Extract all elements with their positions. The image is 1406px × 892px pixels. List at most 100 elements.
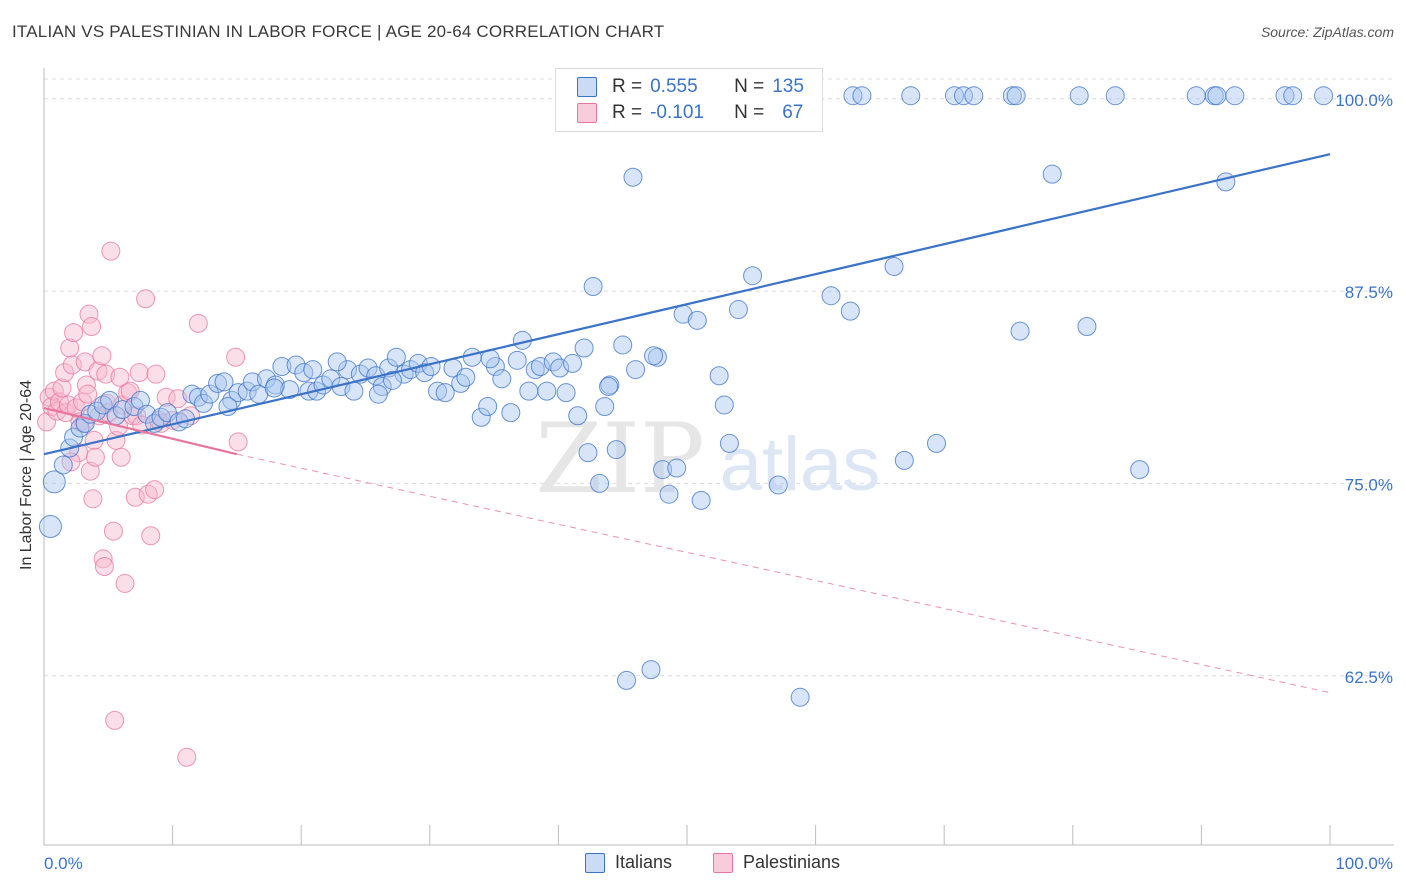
tick-labels: 62.5% 75.0% 87.5% 100.0% 0.0% 100.0% bbox=[44, 91, 1393, 873]
italians-swatch bbox=[585, 852, 605, 873]
watermark-atlas: atlas bbox=[720, 422, 881, 507]
data-point bbox=[1283, 86, 1303, 106]
y-tick-label: 62.5% bbox=[1345, 668, 1393, 687]
data-point bbox=[168, 389, 188, 409]
data-point bbox=[590, 473, 610, 493]
data-point bbox=[62, 355, 82, 375]
data-point bbox=[38, 515, 62, 539]
axes bbox=[43, 68, 1394, 846]
stats-row-palestinians: R = -0.101 N = 67 bbox=[577, 101, 803, 125]
data-point bbox=[595, 396, 615, 416]
data-point bbox=[214, 372, 234, 392]
chart-title: ITALIAN VS PALESTINIAN IN LABOR FORCE | … bbox=[12, 22, 665, 41]
data-point bbox=[383, 370, 403, 390]
data-point bbox=[44, 381, 64, 401]
data-point bbox=[519, 381, 539, 401]
data-point bbox=[88, 361, 108, 381]
data-point bbox=[228, 432, 248, 452]
data-point bbox=[421, 356, 441, 376]
data-point bbox=[64, 323, 84, 343]
data-point bbox=[501, 403, 521, 423]
data-point bbox=[208, 373, 228, 393]
data-point bbox=[1314, 86, 1334, 106]
data-point bbox=[728, 300, 748, 320]
data-point bbox=[884, 256, 904, 276]
n-value: 135 bbox=[772, 76, 804, 97]
data-point bbox=[478, 396, 498, 416]
data-point bbox=[599, 376, 619, 396]
data-point bbox=[242, 372, 262, 392]
series-legend: Italians Palestinians bbox=[0, 852, 1406, 876]
palestinians-swatch bbox=[577, 103, 597, 123]
data-point bbox=[626, 360, 646, 380]
data-point bbox=[1042, 164, 1062, 184]
data-point bbox=[1077, 316, 1097, 336]
data-point bbox=[136, 289, 156, 309]
data-point bbox=[525, 360, 545, 380]
data-point bbox=[112, 400, 132, 420]
data-point bbox=[687, 310, 707, 330]
data-point bbox=[93, 549, 113, 569]
data-point bbox=[583, 276, 603, 296]
data-point bbox=[537, 381, 557, 401]
data-point bbox=[471, 407, 491, 427]
data-point bbox=[964, 86, 984, 106]
data-point bbox=[507, 350, 527, 370]
data-point bbox=[94, 557, 114, 577]
data-point bbox=[82, 316, 102, 336]
trend-line-italians bbox=[43, 153, 1331, 456]
data-point bbox=[200, 384, 220, 404]
data-point bbox=[42, 470, 66, 494]
data-point bbox=[641, 660, 661, 680]
n-label: N = bbox=[734, 76, 765, 97]
data-point bbox=[1006, 86, 1026, 106]
data-point bbox=[92, 346, 112, 366]
legend-item-italians[interactable]: Italians bbox=[585, 852, 672, 873]
data-point bbox=[130, 390, 150, 410]
data-point bbox=[462, 347, 482, 367]
data-point bbox=[617, 670, 637, 690]
data-point bbox=[644, 346, 664, 366]
data-point bbox=[115, 573, 135, 593]
series-palestinians-points bbox=[37, 241, 248, 767]
data-point bbox=[368, 384, 388, 404]
data-point bbox=[578, 443, 598, 463]
series-italians-points bbox=[38, 86, 1334, 707]
source-note: Source: ZipAtlas.com bbox=[1260, 24, 1394, 40]
data-point bbox=[768, 475, 788, 495]
data-point bbox=[303, 360, 323, 380]
palestinians-swatch bbox=[713, 852, 733, 873]
data-point bbox=[103, 521, 123, 541]
legend-item-palestinians[interactable]: Palestinians bbox=[713, 852, 840, 873]
data-point bbox=[953, 86, 973, 106]
data-point bbox=[456, 367, 476, 387]
data-point bbox=[1130, 460, 1150, 480]
data-point bbox=[574, 338, 594, 358]
data-point bbox=[653, 460, 673, 480]
data-point bbox=[188, 387, 208, 407]
data-point bbox=[743, 266, 763, 286]
data-point bbox=[386, 347, 406, 367]
data-point bbox=[61, 452, 81, 472]
data-point bbox=[83, 489, 103, 509]
data-point bbox=[193, 393, 213, 413]
data-point bbox=[667, 458, 687, 478]
data-point bbox=[691, 490, 711, 510]
r-value: 0.555 bbox=[650, 76, 698, 97]
y-tick-label: 75.0% bbox=[1345, 475, 1393, 494]
data-point bbox=[1069, 86, 1089, 106]
data-point bbox=[129, 363, 149, 383]
data-point bbox=[894, 450, 914, 470]
data-point bbox=[280, 380, 300, 400]
x-tick-label: 0.0% bbox=[44, 854, 83, 873]
data-point bbox=[1275, 86, 1295, 106]
data-point bbox=[1186, 86, 1206, 106]
legend-label: Palestinians bbox=[743, 852, 841, 872]
data-point bbox=[146, 364, 166, 384]
data-point bbox=[79, 304, 99, 324]
data-point bbox=[110, 367, 130, 387]
trend-line-palestinians bbox=[43, 406, 238, 456]
y-tick-label: 87.5% bbox=[1345, 283, 1393, 302]
data-point bbox=[60, 338, 80, 358]
data-point bbox=[492, 369, 512, 389]
